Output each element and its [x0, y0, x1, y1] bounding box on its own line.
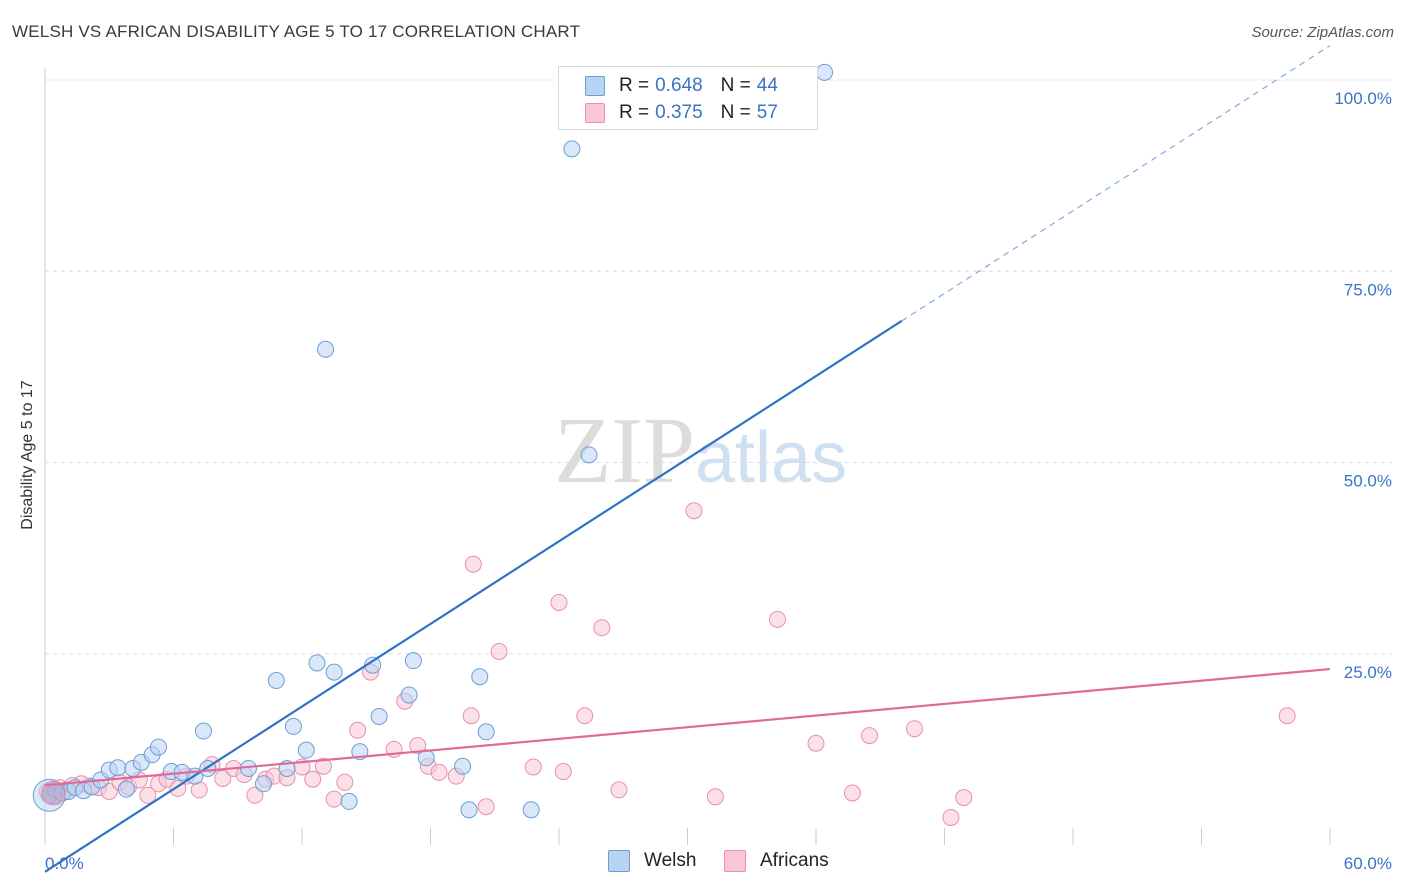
bottom-legend-swatch-africans	[724, 850, 746, 872]
welsh-point	[454, 757, 472, 775]
welsh-point	[284, 717, 302, 735]
watermark: ZIPatlas	[554, 404, 847, 498]
africans-point	[314, 757, 332, 775]
legend-swatch-africans	[585, 103, 605, 123]
welsh-point	[460, 801, 478, 819]
africans-point	[524, 758, 542, 776]
welsh-point	[317, 340, 335, 358]
africans-point	[430, 763, 448, 781]
legend-r-value: 0.375	[655, 102, 703, 123]
africans-point	[336, 773, 354, 791]
welsh-point	[117, 780, 135, 798]
x-tick-label: 0.0%	[45, 854, 84, 873]
africans-point	[477, 798, 495, 816]
welsh-point	[150, 738, 168, 756]
legend-row-welsh: R = 0.648 N = 44	[585, 73, 796, 99]
legend-r-label: R =	[619, 102, 650, 123]
welsh-point	[580, 446, 598, 464]
africans-point	[462, 707, 480, 725]
welsh-trend-line	[44, 320, 903, 873]
y-tick-label: 100.0%	[1334, 89, 1392, 108]
bottom-legend-label-africans: Africans	[760, 850, 829, 871]
legend-n-label: N =	[720, 102, 751, 123]
africans-point	[768, 610, 786, 628]
bottom-legend-label-welsh: Welsh	[644, 850, 697, 871]
africans-point	[246, 786, 264, 804]
y-tick-label: 50.0%	[1344, 472, 1392, 491]
welsh-point	[325, 663, 343, 681]
legend-n-value: 44	[756, 75, 778, 96]
welsh-point	[308, 654, 326, 672]
africans-point	[593, 619, 611, 637]
welsh-point	[340, 792, 358, 810]
bottom-legend-africans: Africans	[724, 850, 829, 872]
bottom-legend-welsh: Welsh	[608, 850, 696, 872]
watermark-zip: ZIP	[554, 399, 695, 503]
welsh-point	[816, 63, 834, 81]
africans-point	[576, 707, 594, 725]
africans-point	[464, 555, 482, 573]
welsh-point	[297, 741, 315, 759]
legend-n-label: N =	[720, 75, 751, 96]
welsh-point	[194, 722, 212, 740]
africans-point	[942, 808, 960, 826]
welsh-point	[563, 140, 581, 158]
source-label: Source: ZipAtlas.com	[1251, 24, 1394, 41]
watermark-atlas: atlas	[695, 418, 848, 498]
welsh-trend-extension	[901, 45, 1331, 322]
y-tick-label: 75.0%	[1344, 280, 1392, 299]
legend-r-label: R =	[619, 75, 650, 96]
africans-point	[214, 769, 232, 787]
chart-title: WELSH VS AFRICAN DISABILITY AGE 5 TO 17 …	[12, 22, 581, 41]
x-tick-label: 60.0%	[1344, 854, 1392, 873]
legend-row-africans: R = 0.375 N = 57	[585, 100, 796, 126]
africans-point	[490, 642, 508, 660]
africans-point	[843, 784, 861, 802]
africans-point	[139, 786, 157, 804]
africans-point	[349, 721, 367, 739]
africans-point	[1278, 707, 1296, 725]
africans-point	[554, 763, 572, 781]
africans-point	[706, 788, 724, 806]
africans-point	[325, 790, 343, 808]
africans-point	[550, 593, 568, 611]
africans-point	[955, 789, 973, 807]
welsh-point	[471, 668, 489, 686]
welsh-point	[254, 775, 272, 793]
welsh-point	[370, 707, 388, 725]
y-tick-label: 25.0%	[1344, 663, 1392, 682]
welsh-point	[400, 686, 418, 704]
welsh-point	[522, 801, 540, 819]
legend-n-value: 57	[756, 102, 778, 123]
africans-point	[861, 727, 879, 745]
africans-point	[304, 770, 322, 788]
welsh-point	[267, 672, 285, 690]
africans-point	[685, 502, 703, 520]
legend-r-value: 0.648	[655, 75, 703, 96]
africans-point	[610, 781, 628, 799]
africans-point	[409, 737, 427, 755]
africans-point	[41, 780, 67, 806]
welsh-point	[109, 759, 127, 777]
africans-point	[807, 734, 825, 752]
africans-point	[906, 720, 924, 738]
welsh-point	[404, 652, 422, 670]
africans-trend-line	[44, 667, 1331, 787]
bottom-legend-swatch-welsh	[608, 850, 630, 872]
correlation-legend: R = 0.648 N = 44 R = 0.375 N = 57	[558, 66, 818, 130]
welsh-point	[477, 723, 495, 741]
legend-swatch-welsh	[585, 76, 605, 96]
